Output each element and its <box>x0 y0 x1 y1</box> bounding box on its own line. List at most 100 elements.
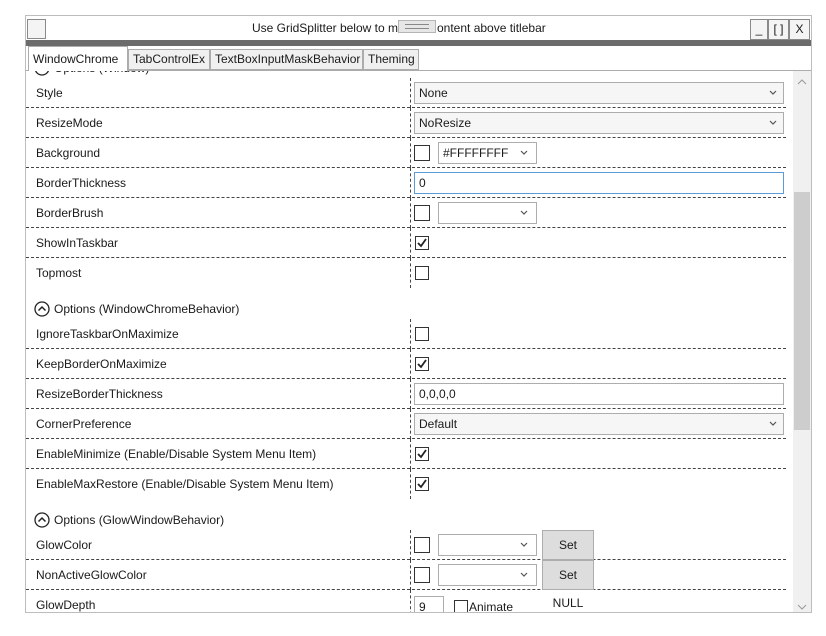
column-splitter <box>410 258 411 288</box>
scroll-thumb[interactable] <box>794 192 810 430</box>
color-swatch[interactable] <box>414 537 430 553</box>
section-title: Options (GlowWindowBehavior) <box>54 513 225 527</box>
property-label: CornerPreference <box>36 417 132 431</box>
collapse-icon[interactable] <box>34 71 50 76</box>
color-swatch[interactable] <box>414 567 430 583</box>
checkbox[interactable] <box>415 477 429 491</box>
column-splitter <box>410 138 411 168</box>
property-row: BorderBrush <box>26 198 786 228</box>
property-row: GlowDepth 9 Animate <box>26 590 786 612</box>
property-label: ResizeMode <box>36 116 103 130</box>
check-mark <box>417 238 427 248</box>
property-row: ShowInTaskbar <box>26 228 786 258</box>
color-combo[interactable] <box>438 202 537 224</box>
property-label: GlowColor <box>36 538 93 552</box>
checkbox[interactable] <box>415 266 429 280</box>
tab-strip-line <box>26 70 811 71</box>
column-splitter <box>410 590 411 612</box>
column-splitter <box>410 108 411 138</box>
column-splitter <box>410 409 411 439</box>
tab-strip: WindowChrome TabControlEx TextBoxInputMask… <box>26 0 811 71</box>
section-header[interactable]: Options (WindowChromeBehavior) <box>26 288 786 319</box>
combo-box[interactable]: None <box>414 82 784 104</box>
color-combo[interactable] <box>438 534 537 556</box>
scrollbar[interactable] <box>793 71 811 612</box>
column-splitter <box>410 530 411 560</box>
combo-box[interactable]: Default <box>414 413 784 435</box>
checkbox[interactable] <box>415 447 429 461</box>
property-row: ResizeBorderThickness 0,0,0,0 <box>26 379 786 409</box>
property-label: EnableMaxRestore (Enable/Disable System … <box>36 477 334 491</box>
checkbox[interactable] <box>415 327 429 341</box>
column-splitter <box>410 198 411 228</box>
property-row: EnableMinimize (Enable/Disable System Me… <box>26 439 786 469</box>
property-row: Style None <box>26 78 786 108</box>
tab[interactable]: WindowChrome <box>28 46 128 71</box>
checkbox[interactable] <box>454 600 468 612</box>
window-button[interactable]: X <box>789 19 810 40</box>
property-label: NonActiveGlowColor <box>36 568 147 582</box>
section-header[interactable]: Options (Window) <box>26 71 786 78</box>
text-box[interactable]: 0 <box>414 172 784 194</box>
property-row: GlowColor Set NULL <box>26 530 786 580</box>
property-label: KeepBorderOnMaximize <box>36 357 167 371</box>
section-title: Options (Window) <box>54 71 149 75</box>
property-row: CornerPreference Default <box>26 409 786 439</box>
column-splitter <box>410 319 411 349</box>
window-buttons: _[ ] X <box>750 19 810 40</box>
checkbox[interactable] <box>415 236 429 250</box>
collapse-icon[interactable] <box>34 301 50 317</box>
tab[interactable]: Theming <box>363 49 419 70</box>
dropdown-arrow <box>520 572 528 577</box>
column-splitter <box>410 379 411 409</box>
number-box[interactable]: 9 <box>414 596 444 612</box>
window <box>25 15 812 613</box>
column-splitter <box>410 168 411 198</box>
property-label: BorderThickness <box>36 176 127 190</box>
color-swatch[interactable] <box>414 145 430 161</box>
check-mark <box>417 449 427 459</box>
scroll-down[interactable] <box>797 600 807 610</box>
checkbox[interactable] <box>415 357 429 371</box>
column-splitter <box>410 439 411 469</box>
color-swatch[interactable] <box>414 205 430 221</box>
property-row: NonActiveGlowColor Set NULL <box>26 560 786 610</box>
combo-box[interactable]: NoResize <box>414 112 784 134</box>
color-combo[interactable] <box>438 564 537 586</box>
section-header[interactable]: Options (GlowWindowBehavior) <box>26 499 786 530</box>
dropdown-arrow <box>520 150 528 155</box>
collapse-icon[interactable] <box>34 512 50 528</box>
property-row: IgnoreTaskbarOnMaximize <box>26 319 786 349</box>
section-title: Options (WindowChromeBehavior) <box>54 302 240 316</box>
property-row: EnableMaxRestore (Enable/Disable System … <box>26 469 786 499</box>
check-mark <box>417 479 427 489</box>
title-left: Use GridSplitter below to m <box>251 21 398 35</box>
grid-splitter[interactable] <box>398 20 436 33</box>
column-splitter <box>410 560 411 590</box>
text-box[interactable]: 0,0,0,0 <box>414 383 784 405</box>
grip <box>405 24 429 29</box>
system-menu-button[interactable] <box>27 19 46 39</box>
check-mark <box>417 359 427 369</box>
property-label: Style <box>36 86 63 100</box>
property-row: KeepBorderOnMaximize <box>26 349 786 379</box>
column-splitter <box>410 228 411 258</box>
dropdown-arrow <box>520 210 528 215</box>
color-combo[interactable]: #FFFFFFFF <box>438 142 537 164</box>
dropdown-arrow <box>769 421 777 426</box>
window-button[interactable]: _ <box>750 19 768 40</box>
set-null-button[interactable]: Set NULL <box>542 530 594 580</box>
tab[interactable]: TabControlEx <box>128 49 210 70</box>
property-label: Topmost <box>36 266 82 280</box>
arrow-up <box>797 79 807 85</box>
title-right: ontent above titlebar <box>437 21 546 35</box>
tab[interactable]: TextBoxInputMaskBehavior <box>210 49 363 70</box>
arrow-down <box>797 604 807 610</box>
window-button[interactable]: [ ] <box>768 19 789 40</box>
property-label: ShowInTaskbar <box>36 236 119 250</box>
property-label: Background <box>36 146 101 160</box>
set-null-button[interactable]: Set NULL <box>542 560 594 610</box>
scroll-up[interactable] <box>797 75 807 85</box>
column-splitter <box>410 469 411 499</box>
